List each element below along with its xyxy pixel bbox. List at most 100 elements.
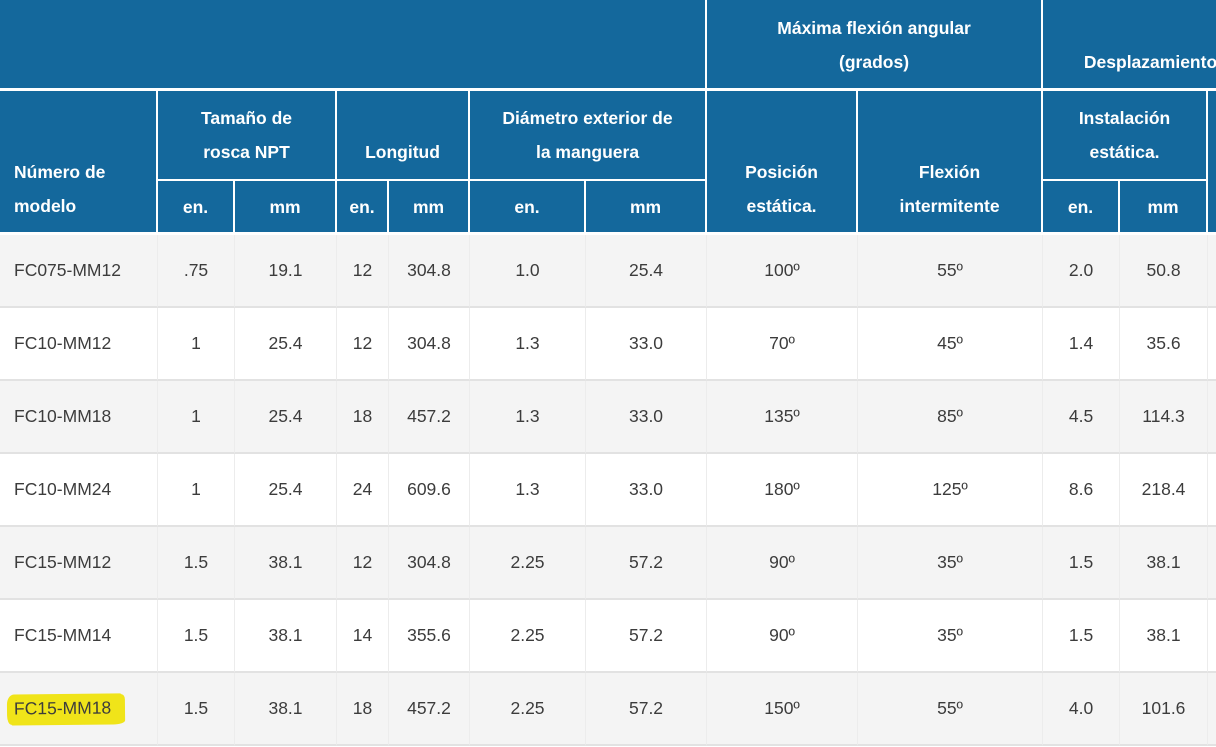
clipped-cell <box>1208 381 1216 454</box>
value-cell: 100º <box>707 235 859 308</box>
header-od-line1: Diámetro exterior de <box>502 108 673 128</box>
value-cell: 1.3 <box>470 454 586 527</box>
value-cell: 180º <box>707 454 859 527</box>
table-row: FC075-MM12.75 19.1 12 304.8 1.0 25.4 100º 55º 2.… <box>0 235 1216 308</box>
header-intermittent-line2: intermitente <box>899 196 1000 216</box>
value-cell: 1.4 <box>1043 308 1121 381</box>
unit-npt-mm: mm <box>235 181 337 235</box>
unit-install-mm: mm <box>1120 181 1209 235</box>
value-cell: 38.1 <box>1120 527 1209 600</box>
table-row: FC15-MM14 1.5 38.1 14 355.6 2.25 57.2 90º 35º 1.5… <box>0 600 1216 673</box>
header-npt-size: Tamaño de rosca NPT <box>158 91 337 181</box>
value-cell: 38.1 <box>235 600 337 673</box>
value-cell: 125º <box>858 454 1044 527</box>
table-row: FC15-MM12 1.5 38.1 12 304.8 2.25 57.2 90º 35º 1.5… <box>0 527 1216 600</box>
header-intermittent-flex: Flexión intermitente <box>858 91 1044 235</box>
value-cell: 1.5 <box>158 673 235 746</box>
top-blank-cell <box>0 0 708 91</box>
value-cell: 304.8 <box>389 235 470 308</box>
header-model-line1: Número de <box>14 162 106 182</box>
value-cell: 101.6 <box>1120 673 1209 746</box>
unit-length-in: en. <box>337 181 389 235</box>
value-cell: 85º <box>858 381 1044 454</box>
header-static-install-line2: estática. <box>1089 142 1160 162</box>
value-cell: 19.1 <box>235 235 337 308</box>
value-cell: 38.1 <box>235 527 337 600</box>
value-cell: 35º <box>858 600 1044 673</box>
table-body: FC075-MM12.75 19.1 12 304.8 1.0 25.4 100º 55º 2.… <box>0 235 1216 746</box>
value-cell: 70º <box>707 308 859 381</box>
unit-npt-in: en. <box>158 181 235 235</box>
highlight-marker: FC15-MM18 <box>6 693 124 725</box>
table-row: FC10-MM18 1 25.4 18 457.2 1.3 33.0 135º 85º 4.5 11… <box>0 381 1216 454</box>
header-static-pos-line2: estática. <box>746 196 817 216</box>
value-cell: 55º <box>858 235 1044 308</box>
header-max-flex-line2: (grados) <box>839 52 910 72</box>
header-row-units: en. mm en. mm en. mm en. mm <box>0 181 1216 235</box>
header-clipped-cell <box>1208 91 1216 235</box>
value-cell: .75 <box>158 235 235 308</box>
value-cell: 90º <box>707 600 859 673</box>
value-cell: 1 <box>158 308 235 381</box>
value-cell: 33.0 <box>586 308 708 381</box>
value-cell: 55º <box>858 673 1044 746</box>
value-cell: 609.6 <box>389 454 470 527</box>
header-outer-diameter: Diámetro exterior de la manguera <box>470 91 708 181</box>
value-cell: 1.5 <box>158 527 235 600</box>
value-cell: 2.25 <box>470 527 586 600</box>
header-static-position: Posición estática. <box>707 91 859 235</box>
value-cell: 25.4 <box>235 308 337 381</box>
model-cell: FC10-MM24 <box>0 454 158 527</box>
value-cell: 4.0 <box>1043 673 1121 746</box>
value-cell: 457.2 <box>389 381 470 454</box>
model-cell: FC075-MM12 <box>0 235 158 308</box>
value-cell: 33.0 <box>586 454 708 527</box>
value-cell: 2.0 <box>1043 235 1121 308</box>
value-cell: 90º <box>707 527 859 600</box>
header-row-groups: Número de modelo Tamaño de rosca NPT Lon… <box>0 91 1216 235</box>
value-cell: 304.8 <box>389 308 470 381</box>
unit-install-in: en. <box>1043 181 1121 235</box>
value-cell: 18 <box>337 673 389 746</box>
clipped-cell <box>1208 673 1216 746</box>
value-cell: 304.8 <box>389 527 470 600</box>
value-cell: 25.4 <box>235 381 337 454</box>
value-cell: 57.2 <box>586 673 708 746</box>
value-cell: 57.2 <box>586 527 708 600</box>
value-cell: 1 <box>158 381 235 454</box>
header-model-line2: modelo <box>14 196 77 216</box>
table-row: FC10-MM24 1 25.4 24 609.6 1.3 33.0 180º 125º 8.6 2… <box>0 454 1216 527</box>
model-cell: FC15-MM14 <box>0 600 158 673</box>
value-cell: 33.0 <box>586 381 708 454</box>
clipped-cell <box>1208 235 1216 308</box>
value-cell: 135º <box>707 381 859 454</box>
header-npt-line2: rosca NPT <box>203 142 290 162</box>
model-cell: FC10-MM18 <box>0 381 158 454</box>
header-od-line2: la manguera <box>535 142 640 162</box>
value-cell: 12 <box>337 527 389 600</box>
value-cell: 38.1 <box>1120 600 1209 673</box>
value-cell: 24 <box>337 454 389 527</box>
value-cell: 1.5 <box>1043 527 1121 600</box>
header-row-top: Máxima flexión angular (grados) Desplaza… <box>0 0 1216 91</box>
value-cell: 18 <box>337 381 389 454</box>
clipped-cell <box>1208 454 1216 527</box>
value-cell: 1.0 <box>470 235 586 308</box>
unit-od-mm: mm <box>586 181 708 235</box>
header-static-pos-line1: Posición <box>745 162 818 182</box>
value-cell: 1 <box>158 454 235 527</box>
model-cell: FC10-MM12 <box>0 308 158 381</box>
value-cell: 35.6 <box>1120 308 1209 381</box>
value-cell: 50.8 <box>1120 235 1209 308</box>
header-static-install-line1: Instalación <box>1078 108 1171 128</box>
unit-length-mm: mm <box>389 181 470 235</box>
header-max-flex-group: Máxima flexión angular (grados) <box>707 0 1044 91</box>
value-cell: 35º <box>858 527 1044 600</box>
value-cell: 25.4 <box>235 454 337 527</box>
value-cell: 114.3 <box>1120 381 1209 454</box>
value-cell: 355.6 <box>389 600 470 673</box>
header-displacement-group: Desplazamiento <box>1043 0 1216 91</box>
header-length: Longitud <box>337 91 470 181</box>
